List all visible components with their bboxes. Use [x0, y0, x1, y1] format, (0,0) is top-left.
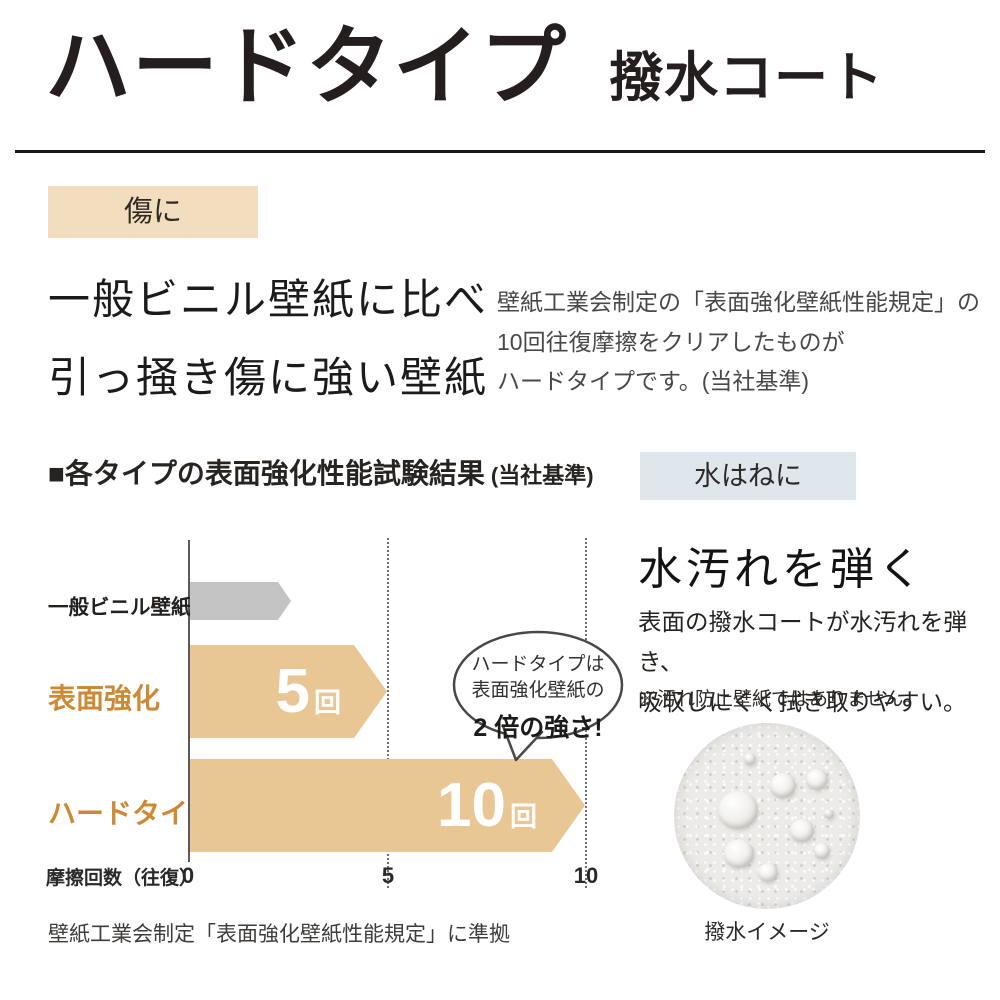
water-droplet: [744, 753, 756, 765]
bar-label-hard: ハードタイプ: [48, 798, 217, 829]
water-droplet: [824, 809, 834, 819]
chart-footnote: 壁紙工業会制定「表面強化壁紙性能規定」に準拠: [48, 923, 510, 946]
scratch-heading: 一般ビニル壁紙に比べ 引っ掻き傷に強い壁紙: [48, 262, 488, 418]
scratch-desc-line3: ハードタイプです。(当社基準): [497, 368, 810, 395]
gridline-5: [387, 538, 389, 888]
water-droplet: [724, 839, 754, 868]
y-axis-line: [188, 540, 190, 862]
bar-label-surface: 表面強化: [48, 683, 161, 714]
page-header: ハードタイプ 撥水コート: [45, 20, 884, 115]
bar-label-vinyl: 一般ビニル壁紙: [48, 596, 192, 619]
water-note: ※汚れ防止壁紙ではありません。: [638, 689, 923, 710]
water-droplet: [770, 773, 796, 798]
water-droplet: [758, 863, 778, 882]
scratch-description: 壁紙工業会制定の「表面強化壁紙性能規定」の 10回往復摩擦をクリアしたものが ハ…: [497, 283, 980, 402]
speech-bubble: [452, 630, 624, 762]
bubble-line1: ハードタイプは: [471, 654, 605, 675]
surface-strength-bar-chart: 一般ビニル壁紙 表面強化 5 回 ハードタイプ 10 回 摩擦回数（往復） 0 …: [40, 530, 620, 902]
scratch-desc-line1: 壁紙工業会制定の「表面強化壁紙性能規定」の: [497, 289, 980, 315]
water-droplet: [718, 791, 758, 829]
water-desc-line2: 吸収しにくく拭き取りやすい。: [638, 689, 967, 716]
water-description: 表面の撥水コートが水汚れを弾き、 吸収しにくく拭き取りやすい。: [638, 604, 1000, 724]
bubble-line2: 表面強化壁紙の: [471, 679, 605, 701]
water-badge: 水はねに: [640, 452, 856, 500]
water-droplet: [814, 843, 830, 859]
x-tick-10: 10: [573, 863, 599, 888]
scratch-heading-line1: 一般ビニル壁紙に比べ: [48, 278, 489, 324]
x-axis-label: 摩擦回数（往復）: [46, 868, 199, 889]
bar-hard-value: 10: [437, 770, 506, 840]
page-title: ハードタイプ: [45, 19, 567, 115]
water-droplet: [790, 819, 814, 842]
scratch-heading-line2: 引っ掻き傷に強い壁紙: [48, 356, 489, 403]
test-result-heading: ■各タイプの表面強化性能試験結果 (当社基準): [48, 452, 594, 492]
bar-surface-value: 5: [275, 656, 310, 726]
bar-surface: 5 回: [190, 645, 387, 738]
x-tick-5: 5: [381, 863, 395, 888]
x-tick-0: 0: [181, 863, 195, 888]
test-result-heading-text: ■各タイプの表面強化性能試験結果: [48, 458, 485, 489]
water-repellent-photo: [674, 723, 860, 909]
water-droplet: [806, 769, 828, 790]
photo-caption: 撥水イメージ: [704, 921, 830, 944]
header-divider: [15, 150, 985, 153]
bubble-line3: 2 倍の強さ!: [473, 714, 603, 743]
speech-bubble-text: ハードタイプは 表面強化壁紙の 2 倍の強さ!: [460, 652, 616, 744]
water-desc-line1: 表面の撥水コートが水汚れを弾き、: [638, 610, 967, 676]
bar-surface-unit: 回: [314, 688, 341, 718]
bar-hard-unit: 回: [510, 802, 537, 832]
bar-vinyl: [190, 582, 291, 620]
page-subtitle: 撥水コート: [609, 48, 884, 108]
test-result-heading-note: (当社基準): [490, 463, 594, 488]
water-heading: 水汚れを弾く: [638, 545, 926, 594]
scratch-desc-line2: 10回往復摩擦をクリアしたものが: [497, 328, 845, 355]
scratch-badge: 傷に: [48, 186, 258, 238]
bar-hard: 10 回: [190, 759, 585, 852]
